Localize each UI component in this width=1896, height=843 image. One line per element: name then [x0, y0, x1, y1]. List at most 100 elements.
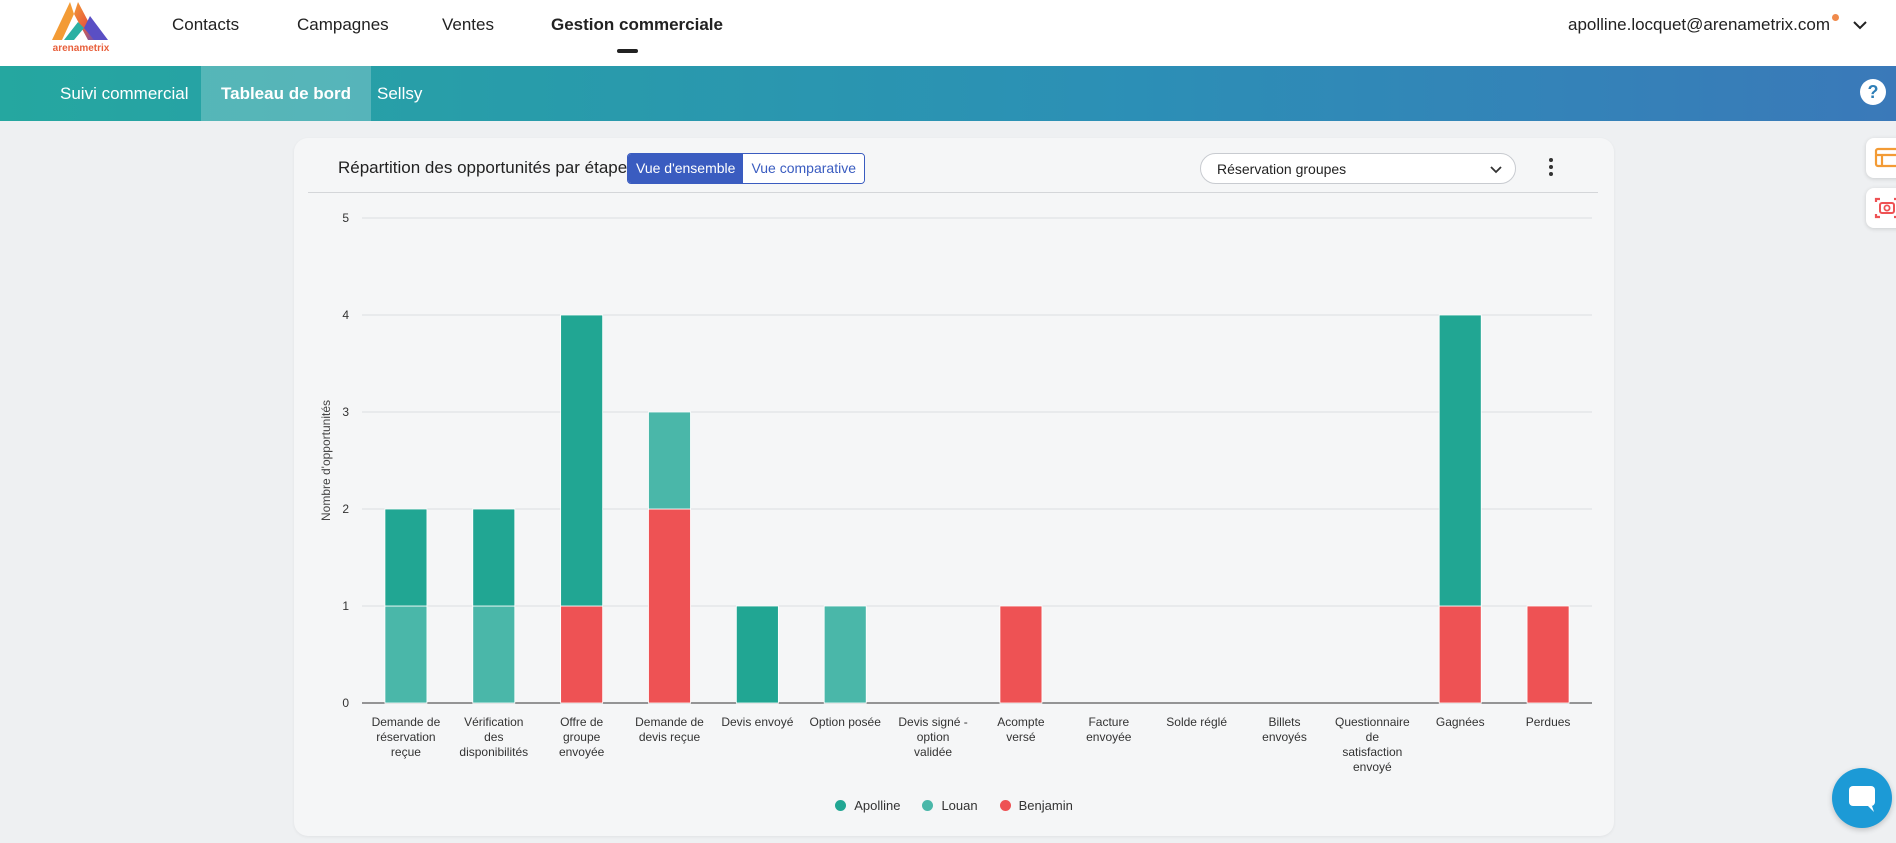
- x-tick-label-line: Solde réglé: [1166, 715, 1227, 729]
- x-tick-label-line: Acompte: [997, 715, 1045, 729]
- x-tick-label: Demande de réservation reçue: [372, 715, 441, 759]
- x-tick-label-line: envoyé: [1353, 760, 1392, 774]
- x-tick-label: Solde réglé: [1166, 715, 1227, 729]
- top-navbar: arenametrix Contacts Campagnes Ventes Ge…: [0, 0, 1896, 66]
- compare-toggle-button[interactable]: Vue comparative: [743, 154, 864, 183]
- chart-legend: Apolline Louan Benjamin: [294, 798, 1614, 813]
- x-tick-label-line: des: [484, 730, 503, 744]
- side-panel-button[interactable]: [1866, 138, 1896, 178]
- bar-benjamin: [1526, 605, 1570, 704]
- x-tick-label-line: de: [1366, 730, 1380, 744]
- legend-label-louan: Louan: [941, 798, 978, 813]
- legend-dot-apolline: [835, 800, 847, 811]
- bar-apolline: [735, 605, 779, 704]
- x-tick-label-line: devis reçue: [639, 730, 701, 744]
- x-tick-label-line: Devis envoyé: [721, 715, 793, 729]
- screenshot-button[interactable]: [1866, 188, 1896, 228]
- x-tick-label-line: Facture: [1088, 715, 1129, 729]
- x-tick-label: Vérification des disponibilités: [459, 715, 528, 759]
- legend-item-benjamin[interactable]: Benjamin: [999, 798, 1073, 813]
- x-tick-label: Devis signé -option validée: [898, 715, 967, 759]
- nav-contacts[interactable]: Contacts: [172, 15, 240, 34]
- bar-apolline: [560, 314, 604, 607]
- bar-benjamin: [999, 605, 1043, 704]
- y-tick-label: 4: [342, 308, 349, 322]
- bar-louan: [648, 411, 691, 510]
- view-toggle: Vue d'ensemble Vue comparative: [627, 153, 865, 184]
- user-email[interactable]: apolline.locquet@arenametrix.com: [1568, 15, 1830, 34]
- x-tick-label: Offre de groupe envoyée: [559, 715, 605, 759]
- active-nav-indicator: [617, 49, 638, 53]
- card-divider: [308, 192, 1598, 193]
- chevron-down-icon[interactable]: [1849, 14, 1871, 36]
- x-tick-label-line: satisfaction: [1342, 745, 1402, 759]
- x-tick-label: Facture envoyée: [1086, 715, 1132, 744]
- x-tick-label-line: Gagnées: [1436, 715, 1485, 729]
- x-tick-label: Option posée: [810, 715, 882, 729]
- x-tick-label: Devis envoyé: [721, 715, 793, 729]
- x-tick-label-line: envoyée: [559, 745, 605, 759]
- help-button[interactable]: ?: [1860, 79, 1886, 105]
- nav-gestion-commerciale[interactable]: Gestion commerciale: [551, 15, 723, 34]
- bar-apolline: [1438, 314, 1482, 607]
- x-tick-label-line: réservation: [376, 730, 435, 744]
- x-tick-label-line: disponibilités: [459, 745, 528, 759]
- category-select-value: Réservation groupes: [1217, 161, 1347, 177]
- chart-title: Répartition des opportunités par étape: [338, 158, 628, 177]
- legend-label-apolline: Apolline: [854, 798, 901, 813]
- sub-navbar: Suivi commercial Tableau de bord Sellsy: [0, 66, 1896, 121]
- chat-support-button[interactable]: [1832, 768, 1892, 828]
- layout-icon: [1874, 147, 1896, 168]
- y-tick-label: 2: [342, 502, 349, 516]
- y-tick-label: 5: [342, 211, 349, 225]
- x-tick-label-line: envoyés: [1262, 730, 1307, 744]
- legend-item-louan[interactable]: Louan: [922, 798, 978, 813]
- x-tick-label-line: validée: [914, 745, 952, 759]
- x-tick-label: Gagnées: [1436, 715, 1485, 729]
- x-tick-label-line: Devis signé -: [898, 715, 967, 729]
- x-tick-label-line: Offre de: [560, 715, 603, 729]
- tab-tableau-de-bord[interactable]: Tableau de bord: [201, 66, 372, 121]
- more-options-icon[interactable]: [1544, 156, 1558, 178]
- tab-suivi-commercial[interactable]: Suivi commercial: [60, 84, 189, 103]
- x-tick-label-line: Option posée: [810, 715, 882, 729]
- x-tick-label-line: Demande de: [635, 715, 704, 729]
- chart-card: Répartition des opportunités par étape V…: [294, 138, 1614, 836]
- x-tick-label: Questionnaire de satisfaction envoyé: [1335, 715, 1410, 774]
- legend-label-benjamin: Benjamin: [1018, 798, 1073, 813]
- y-tick-label: 3: [342, 405, 349, 419]
- bar-benjamin: [648, 508, 691, 704]
- legend-item-apolline[interactable]: Apolline: [835, 798, 900, 813]
- x-tick-label: Demande de devis reçue: [635, 715, 704, 744]
- x-tick-label-line: Demande de: [372, 715, 441, 729]
- y-tick-label: 1: [342, 599, 349, 613]
- x-tick-label-line: option: [917, 730, 950, 744]
- x-tick-label-line: groupe: [563, 730, 601, 744]
- x-tick-label-line: Vérification: [464, 715, 523, 729]
- bar-louan: [823, 605, 867, 704]
- bar-apolline: [472, 508, 516, 607]
- chat-icon: [1849, 786, 1875, 812]
- y-tick-label: 0: [342, 696, 349, 710]
- x-tick-label-line: envoyée: [1086, 730, 1132, 744]
- x-tick-label-line: Billets: [1268, 715, 1300, 729]
- category-select[interactable]: Réservation groupes: [1200, 153, 1516, 184]
- overview-toggle-button[interactable]: Vue d'ensemble: [628, 154, 744, 183]
- x-tick-label-line: Perdues: [1526, 715, 1571, 729]
- bar-louan: [472, 605, 516, 704]
- tab-sellsy[interactable]: Sellsy: [377, 84, 423, 103]
- bar-louan: [384, 605, 428, 704]
- logo-text: arenametrix: [52, 43, 110, 54]
- bar-benjamin: [1438, 605, 1482, 704]
- x-tick-label-line: Questionnaire: [1335, 715, 1410, 729]
- bar-benjamin: [560, 605, 604, 704]
- legend-dot-louan: [922, 800, 934, 811]
- notification-dot: [1832, 14, 1839, 21]
- nav-campagnes[interactable]: Campagnes: [297, 15, 389, 34]
- x-tick-label-line: reçue: [391, 745, 421, 759]
- legend-dot-benjamin: [999, 800, 1011, 811]
- arenametrix-logo[interactable]: [48, 0, 114, 56]
- nav-ventes[interactable]: Ventes: [442, 15, 494, 34]
- x-tick-label: Perdues: [1526, 715, 1571, 729]
